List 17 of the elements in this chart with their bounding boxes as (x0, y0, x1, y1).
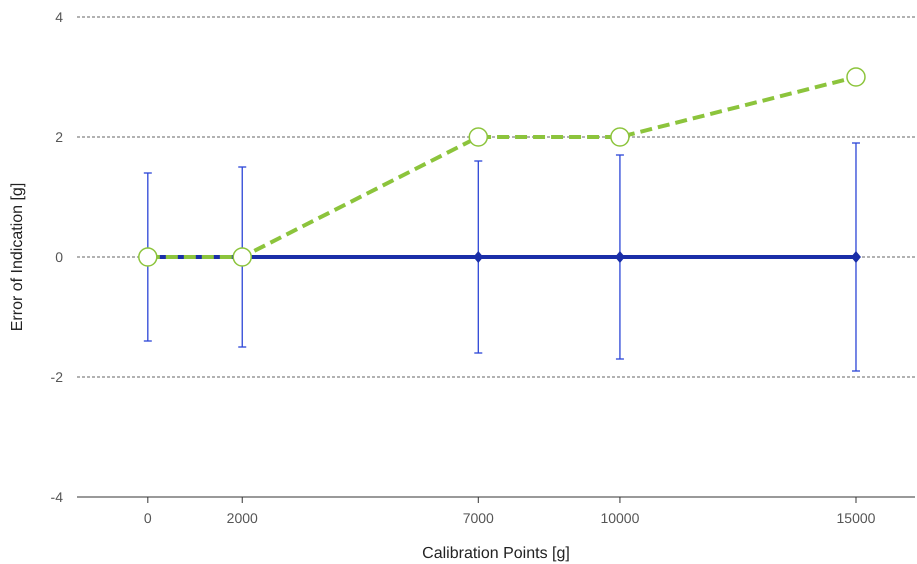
x-tick-label: 2000 (226, 510, 258, 526)
point (232, 247, 252, 267)
x-tick-label: 7000 (462, 510, 494, 526)
point (468, 127, 488, 147)
y-tick-label: 4 (55, 9, 64, 25)
point (610, 127, 630, 147)
y-axis-title: Error of Indication [g] (9, 182, 26, 332)
y-tick-label: 0 (55, 249, 64, 265)
point (138, 247, 158, 267)
x-tick-label: 15000 (836, 510, 876, 526)
y-tick-label: -4 (50, 489, 64, 505)
x-tick-label: 0 (144, 510, 152, 526)
x-tick-label: 10000 (600, 510, 640, 526)
point (846, 67, 866, 87)
y-tick-label: 2 (55, 129, 64, 145)
y-tick-label: -2 (50, 369, 64, 385)
x-axis-title: Calibration Points [g] (422, 545, 570, 562)
